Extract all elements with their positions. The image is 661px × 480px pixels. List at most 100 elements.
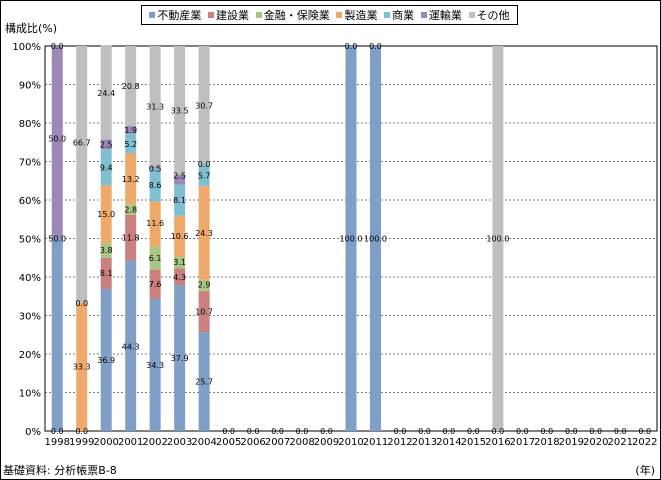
- y-tick-label: 50%: [19, 235, 41, 246]
- legend-label: その他: [476, 9, 510, 22]
- bar-segment: [198, 279, 210, 291]
- x-tick-label: 2003: [167, 437, 192, 448]
- bar-segment: [125, 215, 137, 261]
- bar-segment: [51, 238, 63, 431]
- bar-segment: [198, 186, 210, 280]
- bar-segment: [149, 166, 161, 169]
- data-label: 0.0: [638, 427, 651, 436]
- legend-item: 建設業: [208, 7, 249, 23]
- x-tick-label: 2015: [461, 437, 486, 448]
- data-label: 8.1: [173, 196, 186, 205]
- bar-segment: [100, 243, 112, 258]
- bar-segment: [174, 285, 186, 431]
- x-tick-label: 2005: [216, 437, 241, 448]
- data-label: 0.0: [516, 427, 529, 436]
- legend-label: 不動産業: [157, 9, 202, 22]
- data-label: 0.0: [394, 427, 407, 436]
- data-label: 7.6: [149, 280, 162, 289]
- data-label: 0.0: [443, 427, 456, 436]
- data-label: 3.1: [173, 258, 186, 267]
- bar-segment: [198, 164, 210, 187]
- data-label: 10.7: [195, 308, 213, 317]
- bar-segment: [149, 168, 161, 202]
- x-tick-label: 1998: [45, 437, 70, 448]
- bar-segment: [174, 215, 186, 257]
- bar-segment: [125, 153, 137, 205]
- y-tick-label: 100%: [12, 42, 41, 53]
- legend-item: 金融・保険業: [255, 7, 330, 23]
- bar-segment: [149, 269, 161, 299]
- data-label: 0.0: [51, 42, 64, 51]
- data-label: 24.3: [195, 229, 213, 238]
- data-label: 9.4: [100, 163, 113, 172]
- data-label: 5.2: [124, 140, 137, 149]
- data-label: 2.9: [198, 281, 211, 290]
- legend-label: 建設業: [216, 9, 250, 22]
- data-label: 8.1: [100, 269, 113, 278]
- data-label: 0.0: [492, 427, 505, 436]
- x-tick-label: 2004: [191, 437, 216, 448]
- legend-item: 不動産業: [149, 7, 201, 23]
- data-label: 0.5: [149, 164, 162, 173]
- y-tick-label: 20%: [19, 350, 41, 361]
- data-label: 0.0: [222, 427, 235, 436]
- legend-item: その他: [468, 7, 510, 23]
- data-label: 0.0: [320, 427, 333, 436]
- data-label: 36.9: [97, 356, 115, 365]
- x-tick-label: 2013: [412, 437, 437, 448]
- data-label: 100.0: [340, 235, 363, 244]
- y-tick-label: 0%: [25, 427, 41, 438]
- data-label: 3.8: [100, 246, 113, 255]
- bar-segment: [100, 149, 112, 186]
- x-tick-label: 2002: [142, 437, 167, 448]
- x-tick-label: 2011: [363, 437, 388, 448]
- data-label: 25.7: [195, 378, 213, 387]
- legend-swatch: [208, 12, 215, 18]
- data-label: 33.5: [171, 107, 189, 116]
- x-tick-label: 2000: [93, 437, 118, 448]
- bar-segment: [76, 46, 88, 303]
- legend-item: 運輸業: [420, 7, 462, 23]
- data-label: 8.6: [149, 181, 162, 190]
- bar-segment: [174, 256, 186, 269]
- bar-segment: [369, 46, 381, 431]
- y-axis-label: 構成比(%): [5, 22, 58, 35]
- data-label: 2.5: [173, 172, 186, 181]
- legend-swatch: [468, 12, 475, 18]
- data-label: 100.0: [486, 235, 509, 244]
- x-tick-label: 2006: [240, 437, 265, 448]
- data-label: 1.9: [124, 126, 137, 135]
- x-tick-label: 2017: [510, 437, 535, 448]
- x-axis-unit-label: (年): [635, 464, 655, 477]
- y-tick-label: 90%: [19, 81, 41, 92]
- y-tick-label: 30%: [19, 312, 41, 323]
- legend-swatch: [384, 12, 391, 18]
- data-label: 50.0: [48, 134, 66, 143]
- data-label: 2.5: [100, 141, 113, 150]
- bar-segment: [76, 302, 88, 431]
- data-label: 0.0: [296, 427, 309, 436]
- x-tick-label: 2016: [485, 437, 510, 448]
- bar-segment: [100, 257, 112, 289]
- legend-swatch: [336, 12, 343, 18]
- y-tick-label: 70%: [19, 158, 41, 169]
- bar-segment: [174, 174, 186, 185]
- bar-segment: [149, 46, 161, 167]
- x-tick-label: 1999: [69, 437, 94, 448]
- legend-swatch: [149, 12, 156, 18]
- data-label: 34.3: [146, 361, 164, 370]
- data-label: 2.8: [124, 206, 137, 215]
- x-tick-label: 2001: [118, 437, 143, 448]
- legend: 不動産業 建設業 金融・保険業 製造業 商業 運輸業 その他: [141, 5, 518, 25]
- data-label: 0.0: [369, 42, 382, 51]
- data-label: 11.8: [122, 234, 140, 243]
- data-label: 0.0: [467, 427, 480, 436]
- bar-segment: [149, 298, 161, 431]
- bar-segment: [345, 46, 357, 431]
- bar-segment: [174, 268, 186, 286]
- x-tick-label: 2007: [265, 437, 290, 448]
- x-tick-label: 2022: [632, 437, 657, 448]
- data-label: 6.1: [149, 254, 162, 263]
- data-label: 33.3: [73, 363, 91, 372]
- bar-segment: [174, 46, 186, 175]
